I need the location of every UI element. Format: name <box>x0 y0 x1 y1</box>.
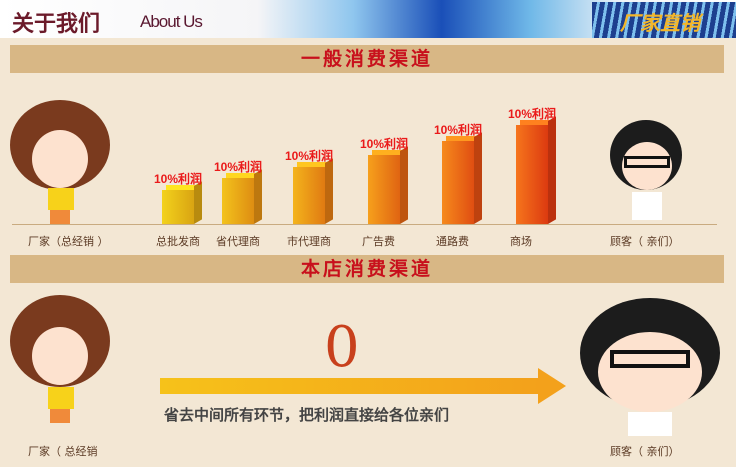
bar-top <box>297 162 329 167</box>
profit-bars: 10%利润 10%利润 10%利润 10%利润 10%利润 10%利润 <box>0 0 736 224</box>
profit-bar <box>368 146 408 224</box>
profit-bar <box>222 169 262 224</box>
channel-label: 广告费 <box>362 235 395 248</box>
title-chinese: 关于我们 <box>12 11 101 37</box>
happy-customer-character-icon <box>570 298 730 438</box>
profit-label: 10%利润 <box>508 107 557 121</box>
badge-text: 厂家直销 <box>620 11 700 35</box>
manufacturer-character-icon <box>10 100 110 225</box>
profit-label: 10%利润 <box>360 137 409 151</box>
profit-label: 10%利润 <box>434 123 483 137</box>
factory-direct-badge: 厂家直销 <box>592 2 736 38</box>
bar-top <box>226 173 258 178</box>
bar-side <box>194 181 202 224</box>
manufacturer-label-2: 厂家（ 总经销 <box>28 445 98 458</box>
profit-bar <box>516 116 556 224</box>
manufacturer-character-icon <box>10 295 110 430</box>
title-english: About Us <box>140 12 203 31</box>
bar-top <box>446 136 478 141</box>
manufacturer-label: 厂家（总经销 ） <box>28 235 109 248</box>
direct-arrow-icon <box>160 378 540 394</box>
profit-bar <box>293 158 333 224</box>
bar-top <box>166 185 198 190</box>
channel-label: 通路费 <box>436 235 469 248</box>
channel-label: 商场 <box>510 235 532 248</box>
profit-label: 10%利润 <box>154 172 203 186</box>
profit-bar <box>162 181 202 224</box>
profit-bar <box>442 132 482 224</box>
section1-title: 一般消费渠道 <box>10 45 724 73</box>
customer-label: 顾客（ 亲们） <box>610 235 680 248</box>
bar-side <box>254 169 262 224</box>
customer-character-icon <box>604 120 688 225</box>
bar-side <box>474 132 482 224</box>
customer-label-2: 顾客（ 亲们） <box>610 445 680 458</box>
channel-label: 总批发商 <box>156 235 200 248</box>
bar-side <box>400 146 408 224</box>
arrow-head-icon <box>538 368 566 404</box>
profit-label: 10%利润 <box>214 160 263 174</box>
baseline-divider <box>12 224 717 225</box>
channel-label: 省代理商 <box>216 235 260 248</box>
slogan-text: 省去中间所有环节，把利润直接给各位亲们 <box>164 406 450 424</box>
section2-title: 本店消费渠道 <box>10 255 724 283</box>
bar-side <box>325 158 333 224</box>
bar-top <box>520 120 552 125</box>
bar-top <box>372 150 404 155</box>
channel-label: 市代理商 <box>287 235 331 248</box>
bar-side <box>548 116 556 224</box>
zero-middlemen-number: 0 <box>324 315 360 380</box>
profit-label: 10%利润 <box>285 149 334 163</box>
